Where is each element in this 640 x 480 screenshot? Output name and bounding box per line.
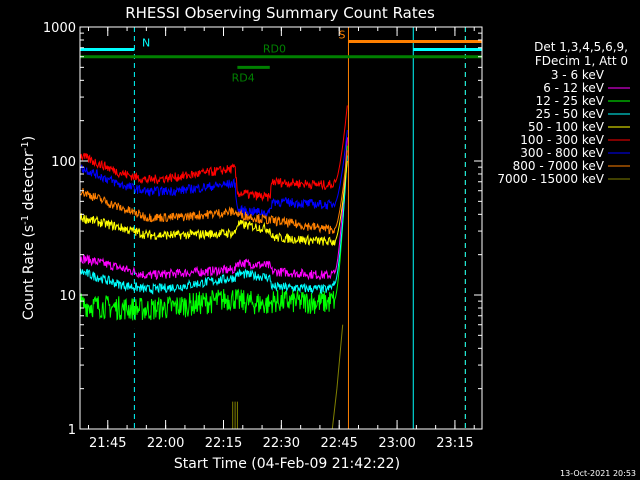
legend-title-line-1: Det 1,3,4,5,6,9, bbox=[534, 40, 628, 54]
legend-entry-label: 100 - 300 keV bbox=[520, 133, 604, 147]
x-tick-label: 21:45 bbox=[89, 436, 126, 451]
flag-bars: N S RD0 RD4 bbox=[80, 28, 482, 84]
x-tick-label: 22:00 bbox=[147, 436, 184, 451]
legend-entry-label: 3 - 6 keV bbox=[551, 68, 605, 82]
legend-entry-label: 50 - 100 keV bbox=[528, 120, 605, 134]
legend: Det 1,3,4,5,6,9, FDecim 1, Att 0 3 - 6 k… bbox=[497, 40, 630, 186]
y-tick-label: 1000 bbox=[43, 21, 76, 36]
footer-date: 13-Oct-2021 20:53 bbox=[560, 469, 636, 478]
legend-entry-label: 25 - 50 keV bbox=[536, 107, 605, 121]
legend-entry-label: 7000 - 15000 keV bbox=[497, 172, 604, 186]
x-tick-label: 22:15 bbox=[205, 436, 242, 451]
series-line bbox=[80, 130, 348, 218]
y-tick-label: 1 bbox=[68, 423, 76, 438]
chart-title: RHESSI Observing Summary Count Rates bbox=[125, 4, 435, 22]
y-axis: 1 10 100 1000 bbox=[43, 21, 482, 438]
series-line bbox=[80, 137, 348, 281]
legend-title-line-2: FDecim 1, Att 0 bbox=[535, 54, 628, 68]
legend-entry-label: 300 - 800 keV bbox=[520, 146, 604, 160]
y-tick-label: 10 bbox=[59, 289, 76, 304]
x-tick-label: 22:45 bbox=[320, 436, 357, 451]
series-line bbox=[232, 324, 344, 429]
x-axis: 21:45 22:00 22:15 22:30 22:45 23:00 23:15 bbox=[87, 27, 475, 451]
series-line bbox=[80, 155, 348, 295]
x-tick-label: 23:15 bbox=[436, 436, 473, 451]
x-tick-label: 23:00 bbox=[378, 436, 415, 451]
series-line bbox=[80, 105, 348, 202]
legend-entry-label: 12 - 25 keV bbox=[536, 94, 605, 108]
orbit-flag-label: N bbox=[142, 36, 150, 49]
x-tick-label: 22:30 bbox=[263, 436, 300, 451]
rd-flag-label: RD0 bbox=[263, 43, 286, 56]
series-line bbox=[80, 145, 348, 321]
series-lines bbox=[80, 105, 348, 429]
legend-entry-label: 6 - 12 keV bbox=[543, 81, 605, 95]
y-axis-label: Count Rate (s-1 detector-1) bbox=[20, 136, 37, 320]
series-line bbox=[80, 160, 348, 247]
series-line bbox=[80, 150, 348, 235]
legend-entry-label: 800 - 7000 keV bbox=[513, 159, 605, 173]
orbit-flag-label: S bbox=[338, 28, 345, 41]
vertical-markers bbox=[80, 27, 466, 429]
y-tick-label: 100 bbox=[51, 155, 76, 170]
x-axis-label: Start Time (04-Feb-09 21:42:22) bbox=[174, 456, 400, 472]
rd-flag-label: RD4 bbox=[232, 71, 255, 84]
